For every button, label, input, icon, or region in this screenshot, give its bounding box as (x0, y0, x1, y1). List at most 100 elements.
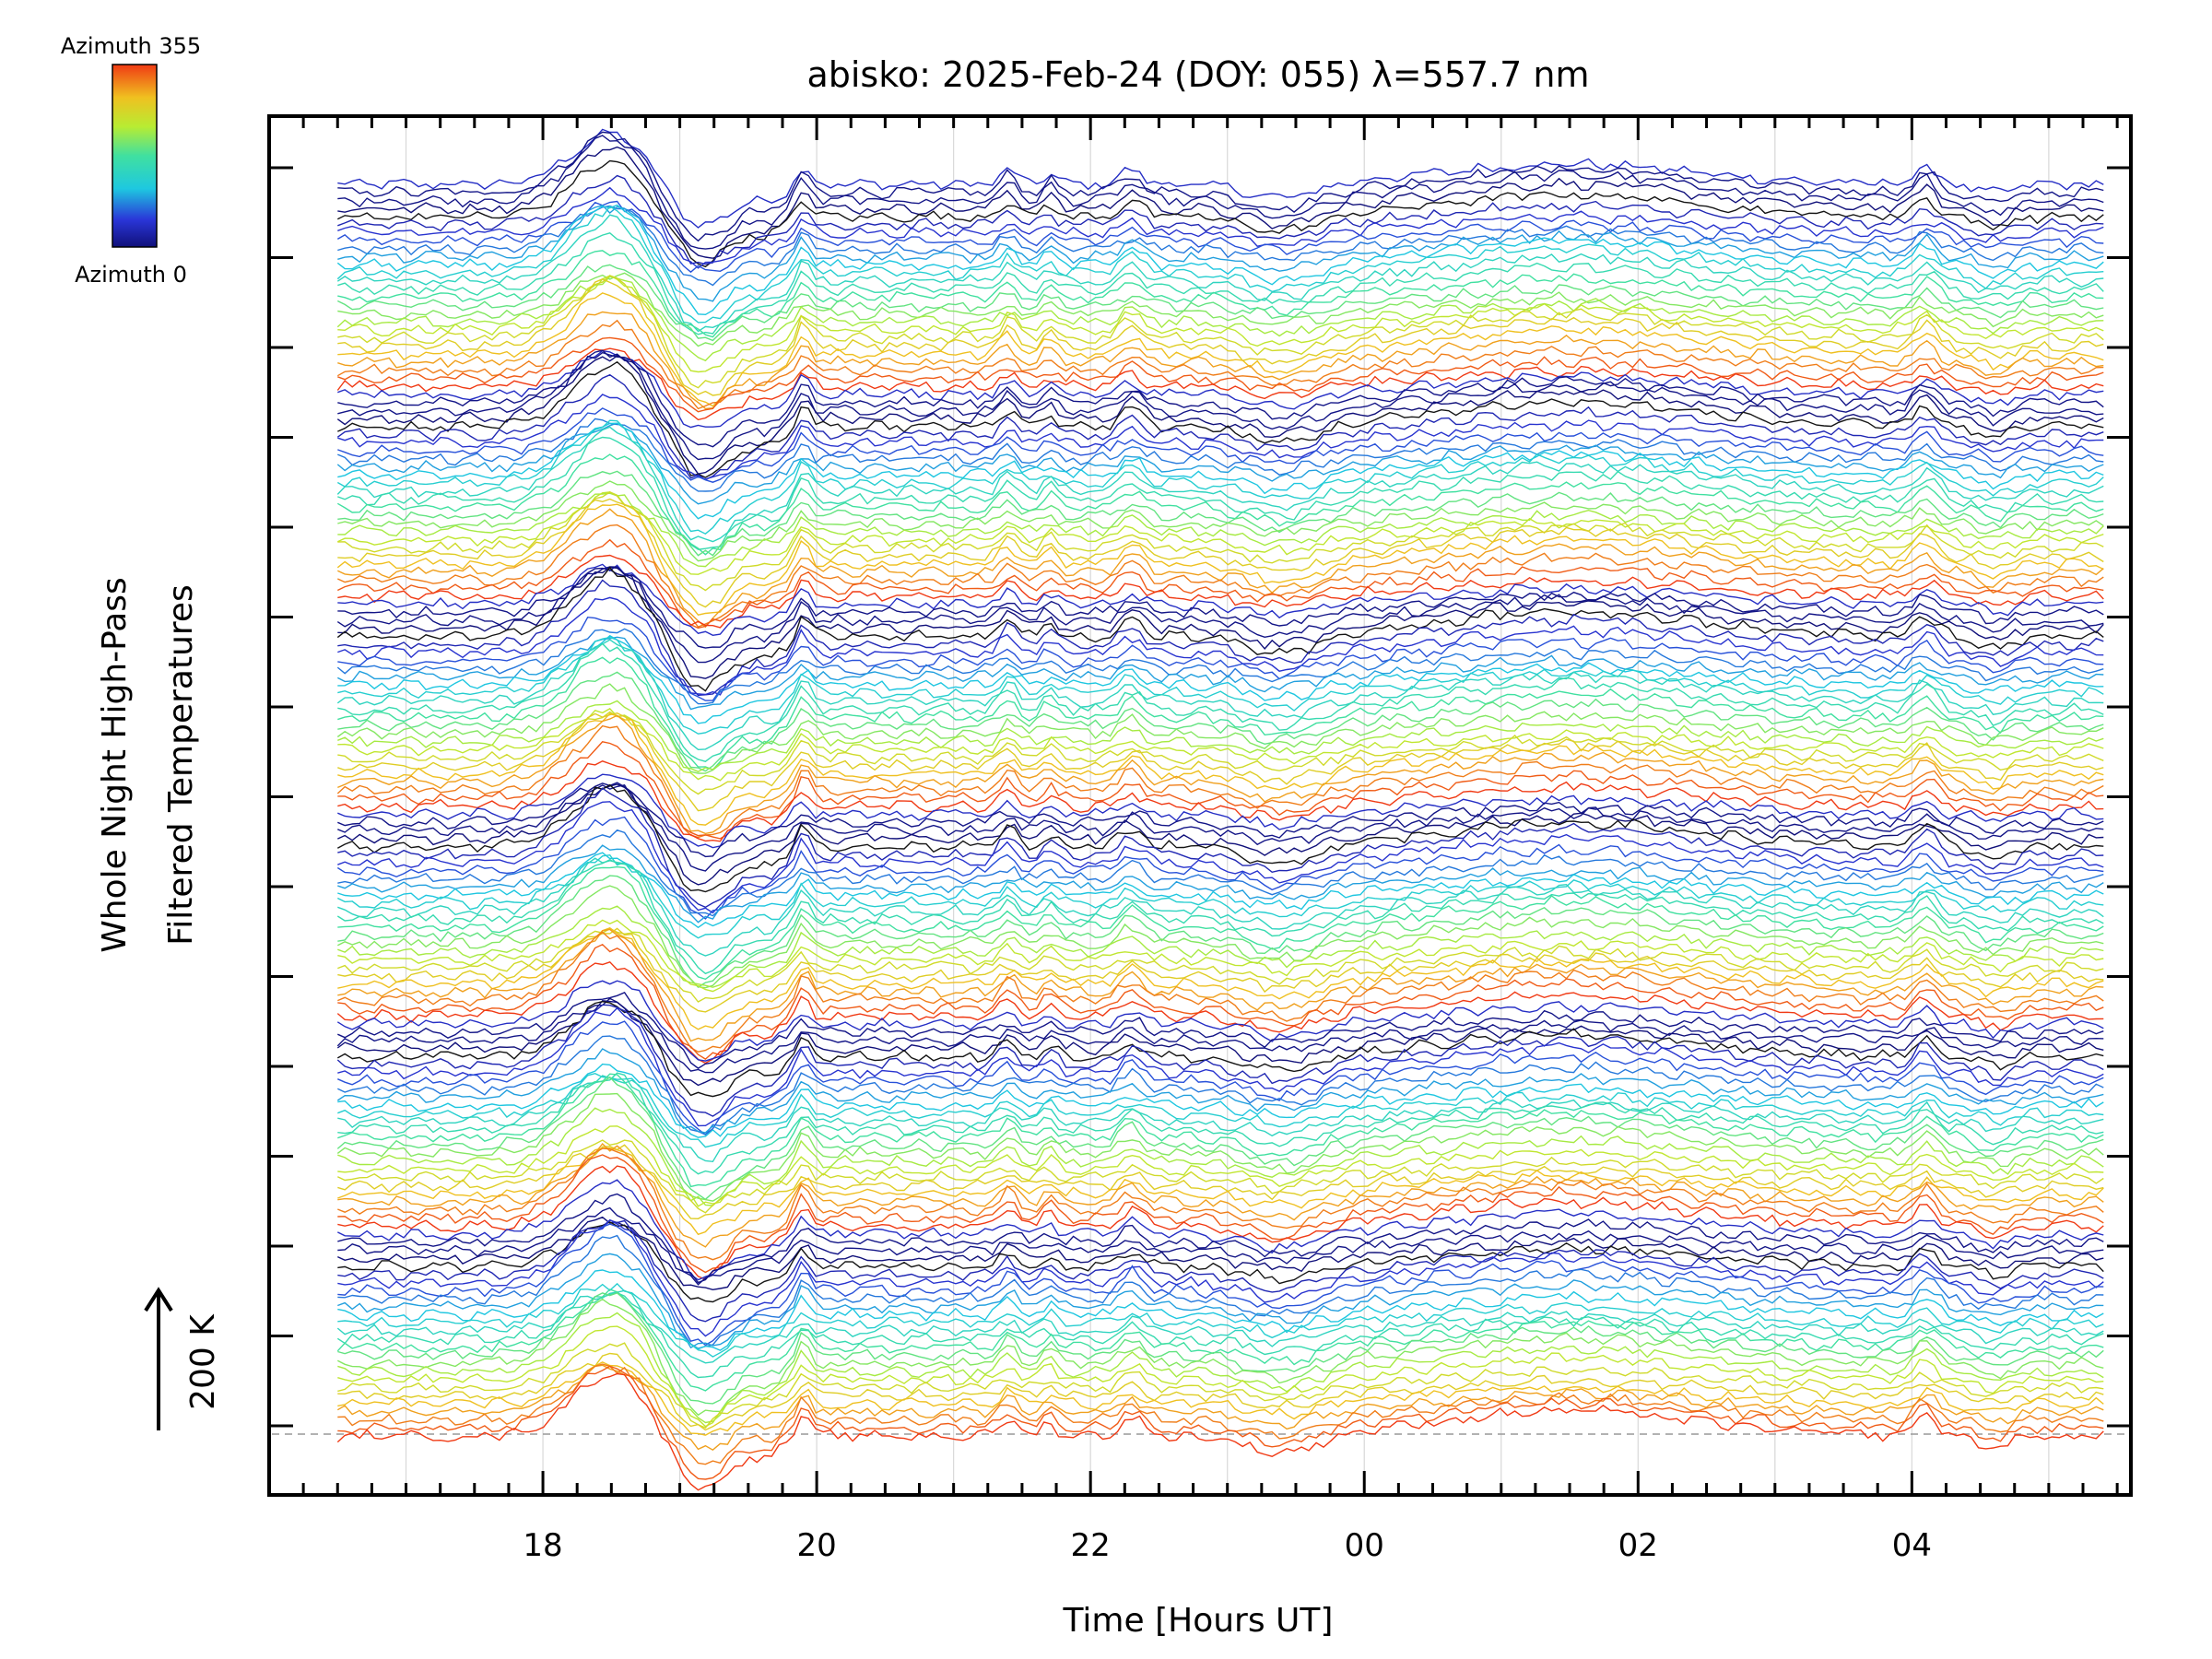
temperature-trace (336, 200, 2104, 274)
temperature-trace (337, 671, 2104, 772)
temperature-trace (336, 1298, 2104, 1417)
temperature-trace (336, 960, 2104, 1065)
temperature-trace (336, 1076, 2104, 1201)
temperature-trace (336, 1000, 2104, 1098)
temperature-trace (337, 567, 2104, 649)
temperature-trace (336, 1364, 2104, 1452)
axis-ticks (269, 116, 2131, 1495)
x-tick-label: 22 (1071, 1527, 1111, 1564)
temperature-trace (337, 1125, 2104, 1207)
temperature-trace (337, 311, 2104, 410)
colorbar-label-top: Azimuth 355 (61, 33, 201, 59)
temperature-trace (336, 426, 2104, 543)
temperature-trace (337, 1020, 2104, 1135)
temperature-trace (337, 905, 2104, 988)
temperature-trace (337, 1072, 2104, 1148)
temperature-trace (336, 319, 2104, 410)
temperature-trace (337, 927, 2104, 1013)
temperature-trace (336, 204, 2104, 316)
temperature-trace (337, 1361, 2104, 1436)
temperature-trace (337, 865, 2104, 981)
temperature-trace (337, 128, 2104, 229)
temperature-trace (337, 1073, 2104, 1188)
temperature-trace (337, 1147, 2104, 1236)
temperature-trace (336, 276, 2104, 362)
temperature-trace (336, 566, 2104, 664)
temperature-trace (337, 992, 2104, 1069)
temperature-trace (337, 927, 2104, 1030)
temperature-trace (337, 349, 2104, 448)
temperature-trace (336, 373, 2104, 481)
temperature-trace (336, 264, 2104, 342)
temperature-trace (337, 131, 2104, 242)
colorbar (112, 64, 158, 248)
temperature-trace (337, 524, 2104, 629)
x-tick-label: 02 (1618, 1527, 1658, 1564)
temperature-trace (337, 436, 2104, 550)
temperature-trace (337, 741, 2104, 840)
temperature-trace (337, 782, 2104, 858)
temperature-trace (336, 1372, 2104, 1491)
temperature-trace (337, 1006, 2104, 1127)
temperature-trace (337, 1147, 2104, 1261)
temperature-trace (337, 1142, 2104, 1248)
temperature-trace (336, 816, 2104, 920)
temperature-trace (337, 498, 2104, 608)
y-axis-label-line1: Whole Night High-Pass (96, 577, 134, 953)
temperature-trace (337, 928, 2104, 1042)
x-tick-label: 04 (1892, 1527, 1932, 1564)
temperature-trace (337, 292, 2104, 407)
temperature-trace (336, 683, 2104, 774)
temperature-trace (337, 712, 2104, 826)
temperature-trace (337, 1107, 2104, 1206)
temperature-trace (337, 470, 2104, 557)
temperature-trace (337, 1144, 2104, 1220)
temperature-trace (336, 980, 2104, 1062)
colorbar-label-bottom: Azimuth 0 (75, 262, 187, 288)
temperature-trace (337, 783, 2104, 886)
temperature-trace (336, 639, 2104, 751)
temperature-trace (337, 407, 2104, 483)
temperature-trace (337, 656, 2104, 771)
temperature-trace (337, 875, 2104, 989)
temperature-trace (337, 232, 2104, 335)
temperature-trace (337, 275, 2104, 373)
temperature-trace (337, 508, 2104, 629)
temperature-trace (337, 1325, 2104, 1428)
temperature-trace (337, 278, 2104, 396)
temperature-trace (336, 355, 2104, 475)
temperature-trace (337, 205, 2104, 287)
temperature-trace (336, 997, 2104, 1087)
temperature-trace (337, 773, 2104, 849)
temperature-trace (336, 783, 2104, 893)
temperature-trace (337, 554, 2104, 629)
temperature-trace (336, 859, 2104, 975)
temperature-trace (337, 205, 2104, 302)
temperature-trace (337, 829, 2104, 917)
temperature-trace (336, 453, 2104, 556)
temperature-trace (337, 1352, 2104, 1431)
temperature-trace (337, 480, 2104, 562)
temperature-trace (337, 1221, 2104, 1303)
temperature-trace (336, 205, 2104, 324)
temperature-trace (336, 885, 2104, 989)
temperature-trace (337, 418, 2104, 492)
temperature-trace (337, 931, 2104, 1053)
temperature-trace (337, 336, 2104, 413)
x-axis-label: Time [Hours UT] (1063, 1602, 1334, 1640)
temperature-trace (337, 1365, 2104, 1480)
temperature-trace (336, 1092, 2104, 1202)
temperature-trace (337, 634, 2104, 724)
x-tick-label: 00 (1345, 1527, 1384, 1564)
temperature-trace (337, 135, 2104, 250)
temperature-trace (337, 1035, 2104, 1135)
temperature-trace (337, 146, 2104, 259)
x-tick-label: 18 (523, 1527, 562, 1564)
temperature-trace (337, 1139, 2104, 1214)
temperature-trace (336, 1179, 2104, 1281)
temperature-trace (337, 1063, 2104, 1138)
temperature-trace (337, 250, 2104, 338)
temperature-trace (336, 1291, 2104, 1379)
temperature-trace (337, 943, 2104, 1060)
